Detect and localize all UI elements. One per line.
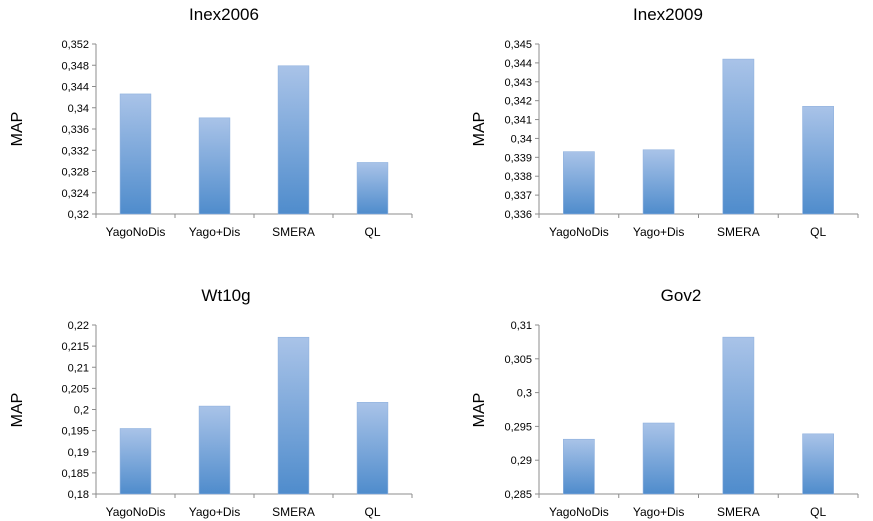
y-tick-label: 0,34 — [68, 103, 89, 115]
bar-yagonodis — [563, 438, 595, 495]
chart-panel: Wt10g MAP 0,18 0,185 0,19 0,195 0,2 0,205 0,21 0,… — [9, 286, 413, 519]
chart-title: Inex2009 — [633, 5, 703, 24]
y-tick-label: 0,285 — [504, 489, 532, 501]
bar-ql — [356, 402, 389, 495]
y-tick-label: 0,185 — [61, 468, 89, 480]
x-category-label: SMERA — [272, 225, 315, 239]
y-tick-label: 0,19 — [68, 447, 89, 459]
chart-title: Inex2006 — [189, 5, 259, 24]
bar-yago-dis — [198, 405, 231, 495]
chart-title: Wt10g — [201, 286, 250, 305]
y-tick-label: 0,348 — [61, 60, 89, 72]
y-axis-label: MAP — [9, 112, 26, 147]
bar-smera — [277, 336, 310, 495]
bar-ql — [802, 106, 834, 215]
y-tick-label: 0,342 — [504, 96, 532, 108]
y-tick-label: 0,345 — [504, 39, 532, 51]
x-category-label: QL — [364, 225, 380, 239]
y-tick-label: 0,195 — [61, 426, 89, 438]
x-category-label: SMERA — [717, 225, 760, 239]
y-tick-label: 0,32 — [68, 209, 89, 221]
x-category-label: Yago+Dis — [189, 225, 240, 239]
bar-yago-dis — [198, 117, 231, 215]
x-category-label: Yago+Dis — [633, 225, 684, 239]
bar-yagonodis — [119, 428, 152, 495]
chart-panel: Inex2006 MAP 0,32 0,324 0,328 0,332 0,336 0,34 0… — [9, 5, 413, 239]
bar-yagonodis — [563, 151, 595, 215]
y-tick-label: 0,34 — [511, 133, 532, 145]
y-tick-label: 0,344 — [61, 82, 89, 94]
chart-panel: Inex2009 MAP 0,336 0,337 0,338 0,339 0,34 0,341… — [471, 5, 859, 239]
y-tick-label: 0,328 — [61, 167, 89, 179]
y-tick-label: 0,215 — [61, 341, 89, 353]
bar-yagonodis — [119, 93, 152, 215]
y-tick-label: 0,332 — [61, 145, 89, 157]
y-tick-label: 0,22 — [68, 320, 89, 332]
y-tick-label: 0,336 — [61, 124, 89, 136]
y-tick-label: 0,2 — [74, 405, 89, 417]
bar-yago-dis — [642, 422, 675, 495]
x-category-label: YagoNoDis — [106, 505, 166, 519]
y-tick-label: 0,341 — [504, 115, 532, 127]
bar-ql — [356, 162, 389, 215]
y-axis-label: MAP — [9, 393, 26, 428]
x-category-label: Yago+Dis — [633, 505, 684, 519]
y-tick-label: 0,336 — [504, 209, 532, 221]
y-tick-label: 0,343 — [504, 77, 532, 89]
bar-yago-dis — [642, 149, 675, 215]
y-axis-label: MAP — [471, 393, 488, 428]
y-axis-label: MAP — [471, 112, 488, 147]
x-category-label: YagoNoDis — [106, 225, 166, 239]
bar-ql — [802, 433, 834, 495]
y-tick-label: 0,205 — [61, 383, 89, 395]
x-category-label: QL — [810, 225, 826, 239]
y-tick-label: 0,337 — [504, 190, 532, 202]
y-tick-label: 0,295 — [504, 421, 532, 433]
x-category-label: SMERA — [717, 505, 760, 519]
y-tick-label: 0,324 — [61, 188, 89, 200]
y-tick-label: 0,21 — [68, 362, 89, 374]
x-category-label: QL — [364, 505, 380, 519]
y-tick-label: 0,305 — [504, 354, 532, 366]
x-category-label: YagoNoDis — [549, 225, 609, 239]
y-tick-label: 0,344 — [504, 58, 532, 70]
y-tick-label: 0,338 — [504, 171, 532, 183]
y-tick-label: 0,339 — [504, 152, 532, 164]
x-category-label: QL — [810, 505, 826, 519]
x-category-label: SMERA — [272, 505, 315, 519]
chart-panel: Gov2 MAP 0,285 0,29 0,295 0,3 0,305 0,31 YagoNoD… — [471, 286, 859, 519]
y-tick-label: 0,352 — [61, 39, 89, 51]
chart-title: Gov2 — [661, 286, 702, 305]
y-tick-label: 0,3 — [517, 388, 532, 400]
y-tick-label: 0,31 — [511, 320, 532, 332]
y-tick-label: 0,29 — [511, 455, 532, 467]
bar-smera — [722, 336, 755, 495]
y-tick-label: 0,18 — [68, 489, 89, 501]
x-category-label: YagoNoDis — [549, 505, 609, 519]
bar-smera — [277, 65, 310, 215]
x-category-label: Yago+Dis — [189, 505, 240, 519]
bar-smera — [722, 58, 755, 215]
